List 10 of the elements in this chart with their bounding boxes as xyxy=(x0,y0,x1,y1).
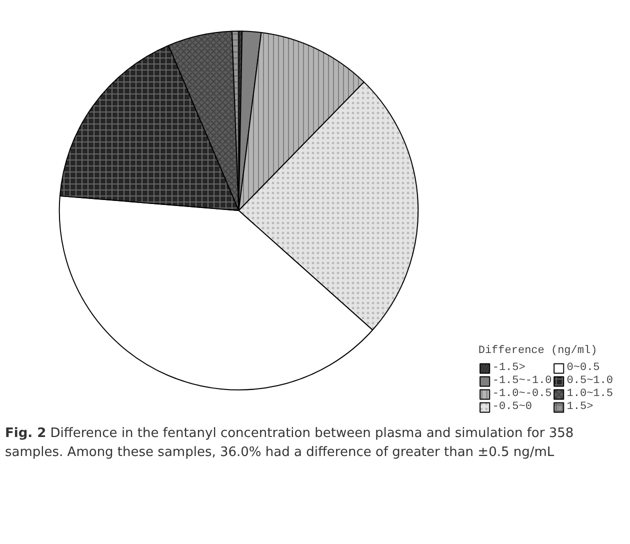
legend-title: Difference (ng/ml) xyxy=(478,345,598,357)
legend-label: -1.5~-1.0 xyxy=(492,375,552,387)
legend-label: 1.5> xyxy=(566,401,594,413)
legend-label: -0.5~0 xyxy=(492,401,532,413)
caption: Fig. 2 xyxy=(5,426,46,441)
legend-label: 0~0.5 xyxy=(566,362,600,374)
legend-label: 0.5~1.0 xyxy=(566,375,613,387)
legend-label: -1.0~-0.5 xyxy=(492,388,552,400)
legend-label: 1.0~1.5 xyxy=(566,388,613,400)
legend-label: -1.5> xyxy=(492,362,526,374)
